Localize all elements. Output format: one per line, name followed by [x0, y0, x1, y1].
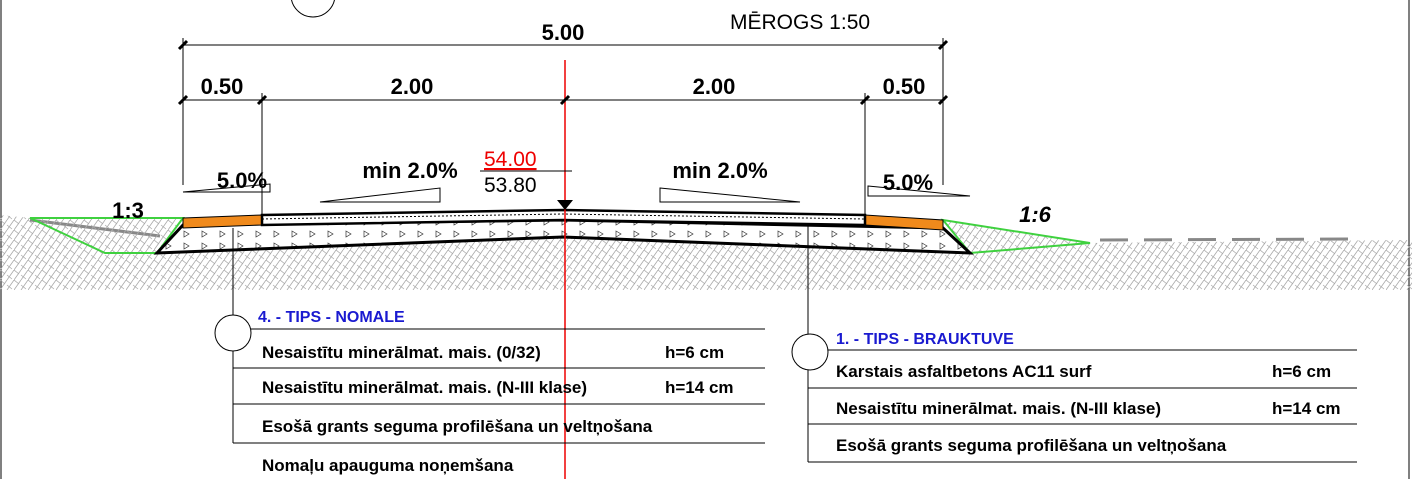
- dim-label: 5.00: [542, 20, 585, 45]
- thickness: h=6 cm: [665, 343, 724, 362]
- layer: Nesaistītu minerālmat. mais. (0/32): [262, 343, 541, 362]
- existing-ground: [1099, 237, 1361, 242]
- slope-label: min 2.0%: [362, 158, 457, 183]
- thickness: h=14 cm: [665, 378, 734, 397]
- thickness: h=6 cm: [1272, 362, 1331, 381]
- layer: Nomaļu apauguma noņemšana: [262, 456, 514, 475]
- scale: MĒROGS 1:50: [730, 11, 870, 34]
- design-elevation: 54.00: [484, 148, 537, 171]
- layer: Nesaistītu minerālmat. mais. (N-III klas…: [262, 378, 587, 397]
- asphalt-hatch: [261, 213, 866, 220]
- layer: Esošā grants seguma profilēšana un veltņ…: [836, 436, 1227, 455]
- legend-title: 1. - TIPS - BRAUKTUVE: [836, 331, 1014, 348]
- ground: [0, 215, 1412, 290]
- thickness: h=14 cm: [1272, 399, 1341, 418]
- slope-label: 1:3: [112, 198, 144, 223]
- dim-label: 2.00: [391, 74, 434, 99]
- slope-label: min 2.0%: [672, 158, 767, 183]
- layer: Esošā grants seguma profilēšana un veltņ…: [262, 417, 653, 436]
- slope-label: 1:6: [1019, 202, 1052, 227]
- legend-title: 4. - TIPS - NOMALE: [258, 309, 405, 326]
- slope-label: 5.0%: [883, 170, 933, 195]
- dim-label: 2.00: [693, 74, 736, 99]
- layer: Karstais asfaltbetons AC11 surf: [836, 362, 1092, 381]
- section-circle: [291, 0, 335, 18]
- asphalt: [260, 208, 867, 227]
- layer: Nesaistītu minerālmat. mais. (N-III klas…: [836, 399, 1161, 418]
- elevation-marker: [557, 200, 573, 210]
- existing-elevation: 53.80: [484, 174, 537, 197]
- dim-label: 0.50: [883, 74, 926, 99]
- slope-label: 5.0%: [217, 168, 267, 193]
- dim-label: 0.50: [201, 74, 244, 99]
- embankment: [940, 218, 1091, 255]
